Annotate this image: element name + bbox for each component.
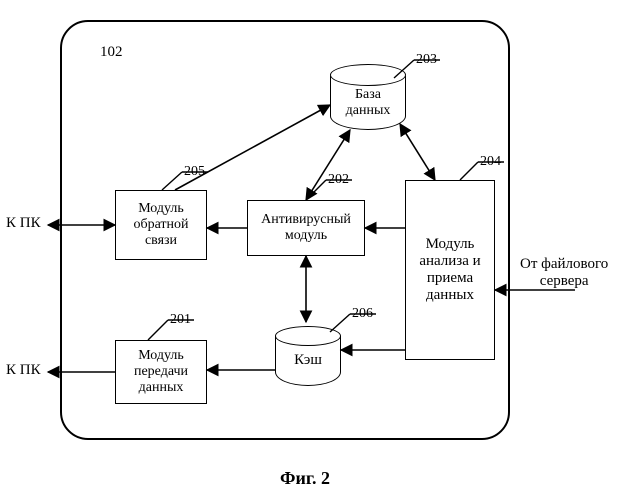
ext-label-left-bot: К ПК bbox=[6, 362, 41, 379]
ref-label: 203 bbox=[416, 52, 437, 68]
node-analysis-module: Модульанализа иприемаданных bbox=[405, 180, 495, 360]
ref-label: 201 bbox=[170, 312, 191, 328]
ref-label: 206 bbox=[352, 306, 373, 322]
ref-label: 202 bbox=[328, 172, 349, 188]
container-ref: 102 bbox=[100, 44, 123, 61]
node-transfer-module: Модульпередачиданных bbox=[115, 340, 207, 404]
ref-label: 205 bbox=[184, 164, 205, 180]
node-feedback-module: Модульобратнойсвязи bbox=[115, 190, 207, 260]
node-label: Модульобратнойсвязи bbox=[133, 201, 188, 249]
node-label: Модульпередачиданных bbox=[134, 348, 188, 396]
ext-label-right: От файловогосервера bbox=[520, 256, 608, 291]
database-top bbox=[330, 64, 406, 86]
ref-label: 204 bbox=[480, 154, 501, 170]
node-label: Кэш bbox=[294, 352, 322, 369]
cache-top bbox=[275, 326, 341, 346]
ext-label-left-top: К ПК bbox=[6, 215, 41, 232]
node-antivirus-module: Антивирусныймодуль bbox=[247, 200, 365, 256]
figure-caption: Фиг. 2 bbox=[280, 468, 330, 489]
node-label: Антивирусныймодуль bbox=[261, 212, 351, 244]
node-label: Модульанализа иприемаданных bbox=[419, 236, 480, 305]
node-label: Базаданных bbox=[346, 87, 391, 118]
